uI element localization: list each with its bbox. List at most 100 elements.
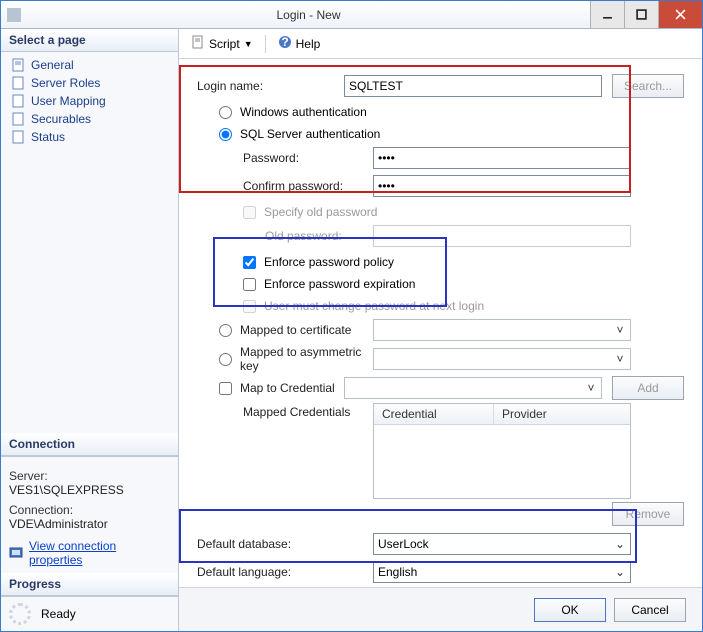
- sql-auth-radio[interactable]: [219, 128, 232, 141]
- mapped-asym-label: Mapped to asymmetric key: [240, 345, 373, 373]
- default-db-value: UserLock: [378, 537, 429, 551]
- cancel-button[interactable]: Cancel: [614, 598, 686, 622]
- default-db-combo[interactable]: UserLock ⌄: [373, 533, 631, 555]
- specify-old-password-checkbox: [243, 206, 256, 219]
- login-name-input[interactable]: [344, 75, 602, 97]
- connection-label: Connection:: [9, 503, 170, 517]
- chevron-down-icon: ⌄: [612, 565, 628, 579]
- old-password-input: [373, 225, 631, 247]
- add-button[interactable]: Add: [612, 376, 684, 400]
- map-credential-label: Map to Credential: [240, 381, 335, 395]
- mapped-cert-label: Mapped to certificate: [240, 323, 351, 337]
- mapped-cert-combo[interactable]: ˅: [373, 319, 631, 341]
- enforce-policy-label: Enforce password policy: [264, 255, 394, 269]
- chevron-down-icon: ˅: [612, 352, 628, 366]
- confirm-password-label: Confirm password:: [197, 179, 373, 193]
- select-page-header: Select a page: [1, 29, 178, 52]
- login-new-window: Login - New Select a page General Server…: [0, 0, 703, 632]
- connection-block: Server: VES1\SQLEXPRESS Connection: VDE\…: [1, 456, 178, 573]
- default-lang-label: Default language:: [197, 565, 373, 579]
- old-password-label: Old password:: [197, 229, 373, 243]
- right-panel: Script ▼ ? Help Login name:: [179, 29, 702, 631]
- page-icon: [11, 94, 25, 108]
- must-change-checkbox: [243, 300, 256, 313]
- login-name-label: Login name:: [197, 79, 344, 93]
- sql-auth-label: SQL Server authentication: [240, 127, 380, 141]
- dialog-footer: OK Cancel: [179, 587, 702, 631]
- enforce-policy-checkbox[interactable]: [243, 256, 256, 269]
- mapped-asym-combo[interactable]: ˅: [373, 348, 631, 370]
- must-change-label: User must change password at next login: [264, 299, 484, 313]
- view-connection-properties-link[interactable]: View connection properties: [29, 539, 170, 567]
- progress-header: Progress: [1, 573, 178, 596]
- password-label: Password:: [197, 151, 373, 165]
- script-icon: [191, 35, 205, 52]
- server-value: VES1\SQLEXPRESS: [9, 483, 170, 497]
- dropdown-arrow-icon: ▼: [244, 39, 253, 49]
- search-button[interactable]: Search...: [612, 74, 684, 98]
- mapped-credentials-table: Credential Provider: [373, 403, 631, 499]
- left-panel: Select a page General Server Roles User …: [1, 29, 179, 631]
- svg-text:?: ?: [281, 35, 288, 49]
- windows-auth-radio[interactable]: [219, 106, 232, 119]
- page-icon: [11, 130, 25, 144]
- page-icon: [11, 58, 25, 72]
- default-db-label: Default database:: [197, 537, 373, 551]
- chevron-down-icon: ˅: [583, 381, 599, 395]
- titlebar: Login - New: [1, 1, 702, 29]
- maximize-button[interactable]: [624, 1, 658, 28]
- close-button[interactable]: [658, 1, 702, 28]
- map-credential-combo[interactable]: ˅: [344, 377, 602, 399]
- page-icon: [11, 76, 25, 90]
- help-icon: ?: [278, 35, 292, 52]
- connection-value: VDE\Administrator: [9, 517, 170, 531]
- connection-properties-icon: [9, 545, 23, 562]
- page-item-user-mapping[interactable]: User Mapping: [5, 92, 174, 110]
- default-lang-combo[interactable]: English ⌄: [373, 561, 631, 583]
- ok-button[interactable]: OK: [534, 598, 606, 622]
- mapped-credentials-label: Mapped Credentials: [197, 403, 373, 419]
- specify-old-password-label: Specify old password: [264, 205, 377, 219]
- page-label: General: [31, 58, 74, 72]
- confirm-password-input[interactable]: [373, 175, 631, 197]
- app-icon: [7, 8, 21, 22]
- page-item-status[interactable]: Status: [5, 128, 174, 146]
- page-item-server-roles[interactable]: Server Roles: [5, 74, 174, 92]
- windows-auth-label: Windows authentication: [240, 105, 367, 119]
- enforce-expiration-label: Enforce password expiration: [264, 277, 415, 291]
- mapped-cert-radio[interactable]: [219, 324, 232, 337]
- page-item-securables[interactable]: Securables: [5, 110, 174, 128]
- page-list: General Server Roles User Mapping Secura…: [1, 52, 178, 150]
- password-input[interactable]: [373, 147, 631, 169]
- script-button[interactable]: Script ▼: [187, 33, 257, 54]
- help-label: Help: [296, 37, 321, 51]
- progress-spinner-icon: [9, 603, 31, 625]
- page-label: Server Roles: [31, 76, 100, 90]
- help-button[interactable]: ? Help: [274, 33, 325, 54]
- cred-col-credential: Credential: [374, 404, 494, 424]
- script-label: Script: [209, 37, 240, 51]
- window-title: Login - New: [27, 8, 590, 22]
- page-item-general[interactable]: General: [5, 56, 174, 74]
- chevron-down-icon: ˅: [612, 323, 628, 337]
- toolbar: Script ▼ ? Help: [179, 29, 702, 59]
- map-credential-checkbox[interactable]: [219, 382, 232, 395]
- toolbar-separator: [265, 35, 266, 53]
- minimize-button[interactable]: [590, 1, 624, 28]
- mapped-asym-radio[interactable]: [219, 353, 232, 366]
- form-area: Login name: Search... Windows authentica…: [179, 59, 702, 587]
- content-area: Select a page General Server Roles User …: [1, 29, 702, 631]
- progress-status: Ready: [41, 607, 76, 621]
- cred-table-header: Credential Provider: [374, 404, 630, 425]
- page-label: User Mapping: [31, 94, 106, 108]
- default-lang-value: English: [378, 565, 417, 579]
- enforce-expiration-checkbox[interactable]: [243, 278, 256, 291]
- server-label: Server:: [9, 469, 170, 483]
- remove-button[interactable]: Remove: [612, 502, 684, 526]
- chevron-down-icon: ⌄: [612, 537, 628, 551]
- connection-header: Connection: [1, 433, 178, 456]
- page-label: Status: [31, 130, 65, 144]
- cred-col-provider: Provider: [494, 404, 630, 424]
- progress-block: Ready: [1, 596, 178, 631]
- window-buttons: [590, 1, 702, 28]
